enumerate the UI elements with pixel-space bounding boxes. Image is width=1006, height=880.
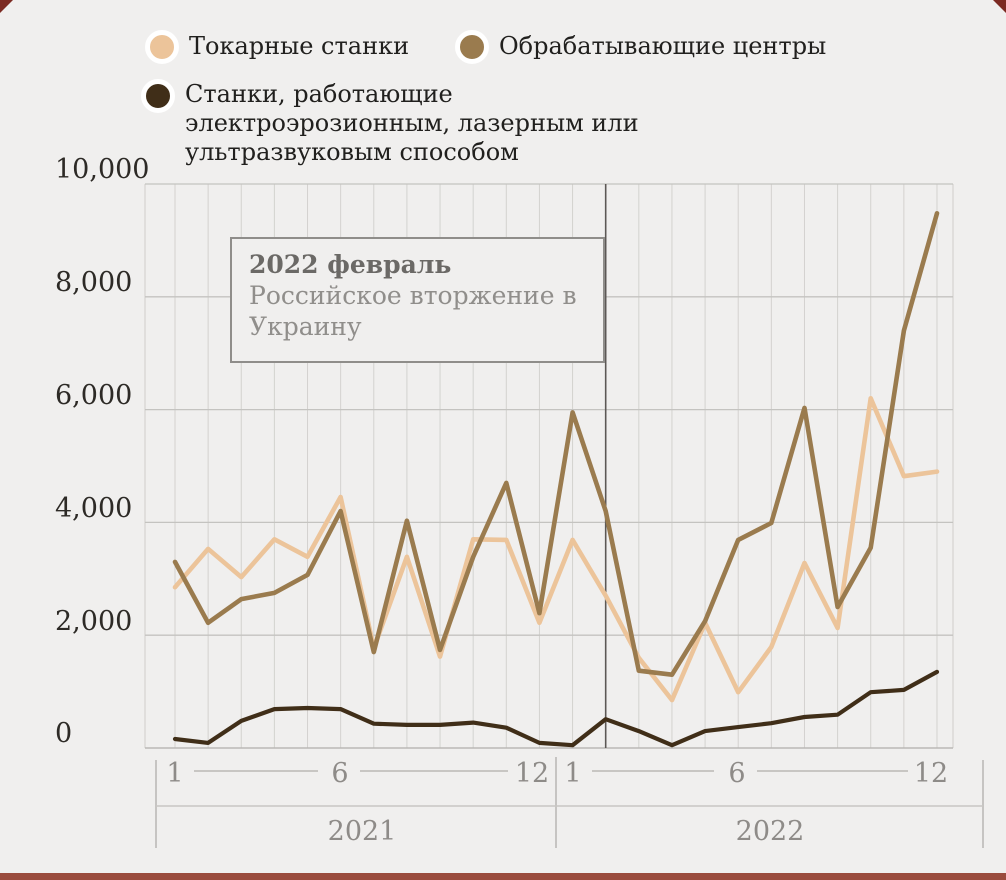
- event-annotation-title: 2022 февраль: [249, 250, 452, 279]
- x-tick-2021-1: 1: [166, 758, 183, 789]
- legend-item-edm-laser-ultrasonic: Станки, работающие электроэрозионным, ла…: [141, 79, 655, 167]
- series-line-0: [172, 395, 940, 703]
- event-annotation-text-line1: Российское вторжение в: [249, 281, 577, 310]
- crop-mark-top-left-icon: [0, 0, 13, 13]
- y-tick-4000: 4,000: [55, 493, 132, 524]
- lathes-series-dot-icon: [145, 30, 179, 64]
- legend-label-machining-centers: Обрабатывающие центры: [499, 32, 827, 60]
- y-tick-10000: 10,000: [55, 154, 149, 185]
- legend-label-edm-laser-ultrasonic: Станки, работающие электроэрозионным, ла…: [185, 80, 639, 166]
- y-tick-6000: 6,000: [55, 380, 132, 411]
- y-axis-labels: 10,000 8,000 6,000 4,000 2,000 0: [55, 154, 149, 749]
- y-tick-8000: 8,000: [55, 267, 132, 298]
- event-annotation-box: 2022 февраль Российское вторжение в Укра…: [230, 237, 605, 363]
- crop-mark-top-right-icon: [993, 0, 1006, 13]
- bottom-red-strip: [0, 873, 1006, 880]
- x-tick-2022-1: 1: [564, 758, 581, 789]
- legend-label-lathes: Токарные станки: [189, 32, 410, 60]
- legend-item-machining-centers: Обрабатывающие центры: [455, 30, 826, 64]
- year-label-2022: 2022: [736, 816, 805, 847]
- x-tick-2022-12: 12: [914, 758, 948, 789]
- series-line-1: [172, 211, 940, 678]
- y-tick-0: 0: [55, 718, 72, 749]
- series-line-2: [172, 669, 940, 748]
- edm-series-dot-icon: [141, 79, 175, 113]
- y-tick-2000: 2,000: [55, 606, 132, 637]
- event-annotation-text-line2: Украину: [249, 312, 362, 341]
- year-label-2021: 2021: [328, 816, 397, 847]
- machining-centers-series-dot-icon: [455, 30, 489, 64]
- x-tick-2021-12: 12: [515, 758, 549, 789]
- x-tick-2021-6: 6: [331, 758, 348, 789]
- x-tick-2022-6: 6: [728, 758, 745, 789]
- x-axis-labels: 1 6 12 1 6 12 2021 2022: [155, 757, 984, 848]
- legend-item-lathes: Токарные станки: [145, 30, 409, 64]
